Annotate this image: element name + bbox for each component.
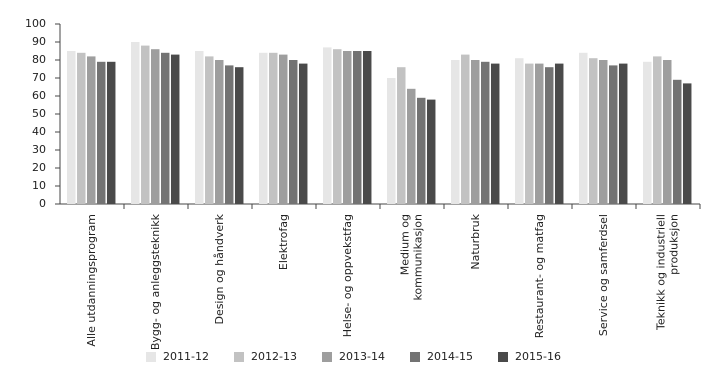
y-tick-label: 80 <box>32 53 46 66</box>
label-line: Medium og <box>398 214 411 275</box>
legend-swatch <box>498 352 508 362</box>
legend-label: 2012-13 <box>251 350 297 363</box>
bar <box>672 79 682 204</box>
bar <box>77 52 86 204</box>
bar <box>471 60 480 204</box>
bar <box>599 60 608 204</box>
bar <box>279 54 288 204</box>
y-tick-label: 20 <box>32 161 46 174</box>
bar <box>608 65 618 205</box>
x-tick-label: Teknikk og industriell produksjon <box>654 214 680 331</box>
x-tick-label: Elektrofag <box>277 214 290 270</box>
bar <box>515 58 524 205</box>
bar <box>416 97 426 204</box>
legend-swatch <box>146 352 156 362</box>
bar <box>461 54 470 204</box>
legend-swatch <box>234 352 244 362</box>
bar <box>643 61 652 204</box>
bar <box>215 60 224 204</box>
bar <box>131 42 140 204</box>
bar <box>205 56 214 205</box>
bar <box>579 52 588 204</box>
bar <box>269 52 278 204</box>
label-line: produksjon <box>668 214 681 278</box>
bar <box>87 56 96 205</box>
bar <box>525 63 534 204</box>
bar <box>96 61 106 204</box>
bar <box>426 99 436 204</box>
x-tick-label: Restaurant- og matfag <box>533 214 546 338</box>
bar <box>67 51 76 204</box>
x-tick-label: Design og håndverk <box>213 213 226 324</box>
x-tick-label: Alle utdanningsprogram <box>85 214 98 347</box>
bar <box>224 65 234 205</box>
legend-label: 2013-14 <box>339 350 385 363</box>
y-tick-label: 50 <box>32 107 46 120</box>
bar <box>170 54 180 204</box>
y-tick-label: 100 <box>25 17 46 30</box>
y-tick-label: 40 <box>32 125 46 138</box>
bar <box>618 63 628 204</box>
bar <box>589 58 598 205</box>
bar <box>387 78 396 204</box>
bar <box>554 63 564 204</box>
y-tick-label: 10 <box>32 179 46 192</box>
legend-label: 2011-12 <box>163 350 209 363</box>
bar <box>151 49 160 205</box>
bar <box>653 56 662 205</box>
bar <box>160 52 170 204</box>
bar <box>352 51 362 204</box>
bar <box>451 60 460 204</box>
bar <box>397 67 406 204</box>
bar <box>141 45 150 204</box>
x-tick-label: Medium og kommunikasjon <box>398 214 424 304</box>
y-tick-label: 30 <box>32 143 46 156</box>
bar <box>259 52 268 204</box>
bar <box>298 63 308 204</box>
legend-label: 2015-16 <box>515 350 561 363</box>
bar <box>544 67 554 204</box>
bar <box>106 61 116 204</box>
label-line: Teknikk og industriell <box>654 214 667 331</box>
legend-swatch <box>410 352 420 362</box>
bar <box>343 51 352 204</box>
bar <box>663 60 672 204</box>
bar <box>323 47 332 205</box>
legend-label: 2014-15 <box>427 350 473 363</box>
y-tick-label: 70 <box>32 71 46 84</box>
bar <box>234 67 244 204</box>
x-tick-label: Naturbruk <box>469 213 482 269</box>
bar <box>535 63 544 204</box>
bar <box>480 61 490 204</box>
bar <box>362 51 372 204</box>
bar <box>333 49 342 205</box>
legend-swatch <box>322 352 332 362</box>
bar <box>490 63 500 204</box>
bar <box>682 83 692 204</box>
bar <box>195 51 204 204</box>
x-tick-label: Bygg- og anleggsteknikk <box>149 213 162 350</box>
y-tick-label: 90 <box>32 35 46 48</box>
bar <box>407 88 416 204</box>
x-tick-label: Service og samferdsel <box>597 214 610 336</box>
y-tick-label: 0 <box>39 197 46 210</box>
x-tick-label: Helse- og oppvekstfag <box>341 214 354 337</box>
y-tick-label: 60 <box>32 89 46 102</box>
bar <box>288 60 298 204</box>
label-line: kommunikasjon <box>412 214 425 304</box>
